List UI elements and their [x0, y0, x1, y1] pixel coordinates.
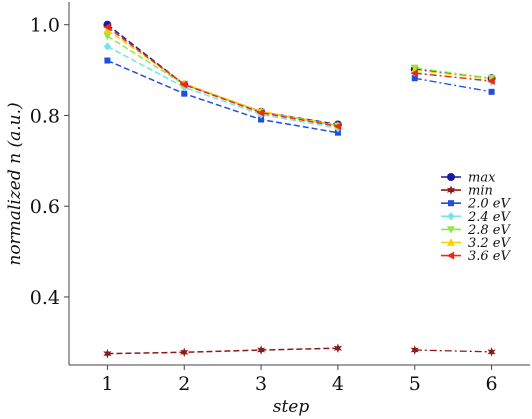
data-point [103, 22, 111, 31]
series-line-steps-1-4 [107, 35, 339, 127]
legend-label: max [468, 171, 496, 186]
series-line-steps-1-4 [106, 29, 339, 127]
plot-area [68, 2, 530, 366]
legend-entry: 3.2 eV [441, 236, 512, 251]
legend-marker [447, 226, 455, 234]
data-point [103, 348, 112, 359]
x-ticks: 1 2 3 4 5 6 [101, 365, 498, 395]
series-1 [103, 343, 496, 359]
y-tick-label: 1.0 [30, 15, 60, 37]
series-line-steps-1-4 [107, 45, 339, 129]
legend-label: 3.2 eV [468, 236, 512, 251]
x-tick-label: 2 [178, 373, 190, 395]
x-tick-label: 1 [101, 373, 113, 395]
data-point [488, 88, 495, 95]
series-0 [103, 20, 496, 129]
series-layer [103, 20, 496, 359]
y-tick-label: 0.8 [30, 105, 60, 127]
legend-marker [446, 251, 455, 260]
series-line-steps-1-4 [106, 26, 339, 128]
legend-entry: max [441, 171, 496, 186]
data-point [333, 343, 343, 354]
legend-marker [447, 173, 455, 181]
data-point [410, 69, 418, 78]
data-point [103, 32, 112, 41]
x-tick-label: 6 [486, 373, 498, 395]
legend-marker [448, 200, 454, 207]
data-point [258, 116, 265, 123]
y-ticks: 0.4 0.6 0.8 1.0 [30, 15, 69, 309]
x-tick-label: 5 [409, 373, 421, 395]
x-axis-title: step [273, 397, 310, 417]
data-point [180, 80, 188, 89]
series-6 [103, 22, 495, 131]
legend-entry: 3.6 eV [441, 249, 512, 264]
legend-entry: 2.0 eV [441, 197, 512, 212]
data-point [256, 345, 266, 355]
series-2 [104, 57, 495, 136]
data-point [180, 347, 189, 358]
data-point [487, 347, 496, 357]
legend-marker [447, 212, 455, 221]
data-point [333, 122, 342, 131]
series-line-steps-5-6 [414, 72, 492, 82]
legend-label: 2.4 eV [467, 210, 512, 225]
series-line-steps-5-6 [414, 67, 492, 79]
legend-label: 3.6 eV [468, 249, 512, 264]
y-tick-label: 0.4 [30, 287, 60, 309]
data-point [411, 75, 418, 82]
legend-entry: 2.8 eV [441, 223, 512, 238]
series-4 [103, 32, 496, 131]
legend-marker [447, 238, 455, 246]
data-point [487, 76, 495, 85]
legend-label: min [468, 184, 493, 199]
legend-entry: 2.4 eV [441, 210, 512, 225]
legend-label: 2.0 eV [467, 197, 512, 212]
series-line-steps-1-4 [107, 59, 339, 134]
x-tick-label: 3 [255, 373, 267, 395]
data-point [410, 345, 419, 355]
series-line-steps-1-4 [107, 347, 338, 355]
data-point [334, 129, 341, 136]
data-point [104, 57, 111, 64]
data-point [103, 25, 112, 34]
y-tick-label: 0.6 [30, 196, 60, 218]
data-point [256, 108, 265, 117]
legend-label: 2.8 eV [467, 223, 512, 238]
y-axis-title: normalized n (a.u.) [5, 102, 25, 265]
legend-marker [446, 185, 456, 195]
x-tick-label: 4 [332, 373, 344, 395]
series-line-steps-1-4 [106, 24, 339, 126]
data-point [181, 90, 188, 97]
data-point [103, 42, 112, 51]
legend-entry: min [441, 184, 493, 199]
series-5 [103, 25, 496, 129]
series-line-steps-5-6 [414, 77, 492, 93]
series-line-steps-5-6 [414, 69, 492, 80]
series-line-steps-5-6 [414, 349, 492, 353]
